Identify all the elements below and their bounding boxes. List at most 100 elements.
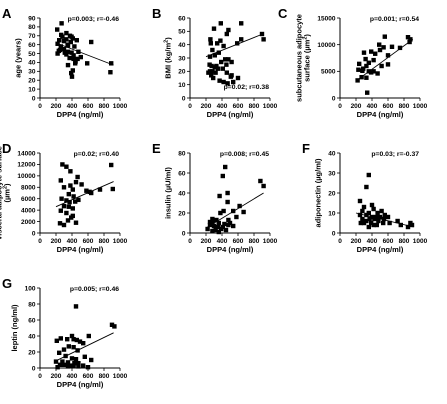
data-point — [225, 190, 230, 196]
data-point — [219, 59, 224, 65]
y-axis-label-line2: surface (µm2) — [303, 34, 312, 82]
y-tick-label: 2000 — [21, 219, 36, 226]
data-point — [361, 50, 367, 55]
y-tick-label: 50 — [28, 51, 36, 58]
data-point — [372, 216, 377, 222]
data-point — [57, 350, 62, 355]
trend-line — [205, 192, 264, 229]
data-point — [364, 75, 369, 80]
trend-line — [55, 332, 114, 362]
panel-label: B — [152, 6, 161, 21]
data-point — [54, 338, 59, 343]
y-tick-label: 10 — [178, 82, 186, 89]
data-point — [57, 38, 62, 43]
y-tick-label: 80 — [178, 150, 186, 157]
data-point — [360, 68, 365, 73]
data-point — [97, 187, 103, 192]
data-point — [55, 365, 60, 370]
trend-line — [55, 42, 114, 66]
stat-annotation: p=0.003; r=-0.46 — [68, 16, 120, 23]
x-tick-label: 1000 — [263, 103, 278, 110]
y-tick-label: 40 — [28, 333, 36, 340]
data-point — [64, 30, 69, 36]
data-point — [75, 174, 80, 180]
y-tick-label: 6000 — [21, 196, 36, 203]
data-point — [369, 49, 374, 54]
data-point — [67, 55, 72, 61]
y-tick-label: 10000 — [17, 173, 35, 180]
data-point — [58, 208, 63, 213]
data-point — [64, 37, 69, 42]
data-point — [65, 43, 71, 48]
data-point — [85, 61, 90, 66]
trend-line — [355, 212, 414, 228]
data-point — [209, 73, 214, 78]
data-point — [70, 36, 75, 41]
data-point — [64, 164, 69, 169]
x-tick-label: 800 — [249, 103, 260, 110]
data-point — [85, 365, 91, 370]
trend-line — [205, 33, 263, 58]
x-tick-label: 800 — [99, 373, 110, 380]
data-point — [398, 222, 403, 228]
data-point — [208, 37, 213, 42]
data-point — [363, 56, 368, 62]
data-point — [239, 21, 244, 26]
y-tick-label: 0 — [332, 95, 336, 102]
y-tick-label: 30 — [28, 69, 36, 76]
data-point — [360, 208, 365, 214]
x-tick-label: 200 — [51, 103, 62, 110]
y-axis-label: insulin (µU/ml) — [164, 167, 173, 219]
chart-panel-g: G 0 200 400 600 800 1000 0 20 40 60 80 100 DPP4 (ng/m… — [2, 276, 128, 389]
data-point — [79, 182, 84, 187]
data-point — [55, 27, 60, 32]
data-point — [215, 66, 221, 71]
data-point — [89, 39, 94, 45]
data-point — [81, 341, 86, 346]
data-point — [60, 162, 65, 167]
data-point — [381, 45, 386, 50]
data-point — [218, 38, 223, 43]
data-point — [357, 61, 362, 67]
data-point — [405, 224, 411, 230]
y-tick-label: 0 — [332, 230, 336, 237]
y-tick-label: 20 — [28, 349, 36, 356]
x-tick-label: 600 — [83, 103, 94, 110]
x-tick-label: 400 — [367, 238, 378, 245]
data-point — [379, 208, 384, 214]
data-point — [110, 186, 115, 192]
data-point — [89, 357, 94, 363]
x-tick-label: 800 — [249, 238, 260, 245]
data-point — [55, 51, 60, 56]
y-axis-label: age (years) — [14, 38, 23, 78]
x-tick-label: 600 — [383, 238, 394, 245]
data-point — [210, 220, 215, 226]
data-point — [217, 193, 222, 199]
data-point — [69, 74, 75, 79]
y-tick-label: 60 — [178, 15, 186, 22]
stat-annotation: p=0.005; r=0.46 — [70, 286, 119, 293]
data-point — [225, 81, 230, 86]
y-tick-label: 0 — [32, 230, 36, 237]
stat-annotation: p=0.02; r=0.40 — [74, 151, 120, 158]
data-point — [223, 57, 228, 62]
data-point — [65, 49, 71, 54]
panel-label: C — [278, 6, 288, 21]
data-point — [58, 44, 63, 49]
data-point — [221, 79, 226, 85]
data-point — [261, 37, 266, 42]
data-point — [373, 51, 378, 56]
data-point — [366, 60, 371, 65]
data-point — [109, 322, 115, 327]
y-tick-label: 5000 — [321, 69, 336, 76]
x-tick-label: 800 — [99, 238, 110, 245]
data-point — [376, 218, 381, 224]
x-axis-label: DPP4 (ng/ml) — [357, 245, 404, 254]
y-axis-label-line2: (µm2) — [3, 183, 12, 203]
y-tick-label: 20 — [178, 210, 186, 217]
data-point — [226, 27, 231, 33]
data-point — [208, 41, 213, 46]
data-point — [71, 345, 76, 350]
data-point — [364, 218, 369, 224]
x-axis-label: DPP4 (ng/ml) — [357, 110, 404, 119]
